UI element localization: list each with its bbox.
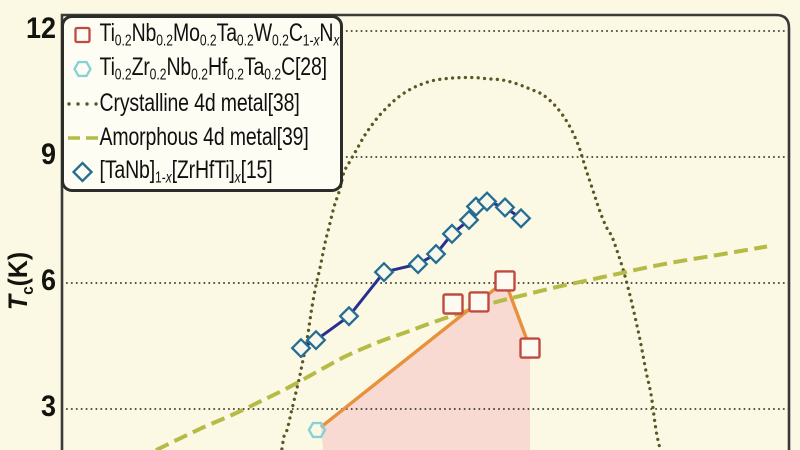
square-marker <box>519 337 541 359</box>
square-marker <box>494 270 516 292</box>
legend-entry-3: Crystalline 4d metal[38] <box>67 86 340 120</box>
legend-label-4: Amorphous 4d metal[39] <box>98 125 309 150</box>
legend-label-segment: 0.2 <box>264 66 282 84</box>
legend-label-segment: N <box>319 19 334 48</box>
series-amorphous-4d-metal <box>155 244 768 450</box>
series-markers-tanb-zrhfti <box>290 191 532 359</box>
legend-label-segment: Crystalline 4d metal[38] <box>99 89 300 117</box>
legend-entry-1: Ti0.2Nb0.2Mo0.2Ta0.2W0.2C1-xNx <box>67 18 340 52</box>
y-axis-label-segment: T <box>3 294 34 311</box>
plot-frame <box>60 13 791 450</box>
legend-label-segment: Zr <box>131 53 150 82</box>
legend-label-segment: Nb <box>166 53 192 82</box>
legend-label-segment: Nb <box>131 19 157 48</box>
legend-label-segment: 0.2 <box>272 32 289 50</box>
legend-label-segment: W <box>253 19 273 48</box>
legend-diamond-marker <box>71 161 94 183</box>
diamond-marker <box>458 209 480 231</box>
legend-label-5: [TaNb]1-x[ZrHfTi]x[15] <box>98 155 273 187</box>
y-tick-6: 6 <box>40 263 56 297</box>
legend-label-segment: 0.2 <box>227 66 244 84</box>
legend-label-3: Crystalline 4d metal[38] <box>98 91 300 116</box>
legend-label-segment: 0.2 <box>236 32 254 50</box>
legend-dotted-line-sample <box>67 101 98 106</box>
legend-label-segment: 1- <box>154 169 166 187</box>
legend-label-segment: Hf <box>207 53 228 82</box>
legend-label-segment: Mo <box>173 19 200 48</box>
legend-label-segment: x <box>165 169 172 187</box>
diamond-marker <box>476 191 498 212</box>
legend-label-segment: Amorphous 4d metal[39] <box>99 123 309 152</box>
series-crystalline-4d-metal <box>280 75 662 450</box>
legend-label-segment: 0.2 <box>149 66 167 84</box>
diamond-marker <box>425 243 447 265</box>
legend-entry-2: Ti0.2Zr0.2Nb0.2Hf0.2Ta0.2C[28] <box>67 52 340 86</box>
legend-label-segment: 0.2 <box>114 66 132 84</box>
legend-label-segment: Ta <box>243 53 265 82</box>
legend-entry-5: [TaNb]1-x[ZrHfTi]x[15] <box>67 155 340 189</box>
legend-label-segment: Ti <box>99 53 115 82</box>
legend-label-segment: x <box>333 32 340 50</box>
y-tick-12: 12 <box>25 11 56 45</box>
diamond-marker <box>305 329 327 351</box>
legend-label-segment: 1- <box>302 32 314 50</box>
legend-box: Ti0.2Nb0.2Mo0.2Ta0.2W0.2C1-xNx Ti0.2Zr0.2… <box>61 15 343 192</box>
y-tick-3: 3 <box>40 389 56 423</box>
diamond-marker <box>494 196 516 218</box>
diamond-marker <box>441 223 463 245</box>
legend-label-segment: x <box>313 32 320 50</box>
diamond-marker <box>407 253 429 275</box>
y-tick-9: 9 <box>40 137 56 171</box>
diamond-marker <box>373 261 395 283</box>
series-markers-ti-nb-mo-ta-w-carbonitride <box>442 270 541 359</box>
diamond-marker <box>338 305 360 327</box>
legend-hexagon-marker-shape <box>73 61 92 78</box>
diamond-marker <box>510 207 532 229</box>
legend-label-segment: Ti <box>99 19 115 48</box>
legend-label-segment: C[28] <box>281 53 327 82</box>
legend-label-segment: x <box>234 169 241 187</box>
legend-label-segment: 0.2 <box>199 32 217 50</box>
legend-label-segment: [15] <box>240 155 273 184</box>
square-marker <box>442 293 464 315</box>
legend-label-1: Ti0.2Nb0.2Mo0.2Ta0.2W0.2C1-xNx <box>98 19 340 50</box>
legend-dashed-line-sample <box>68 135 98 140</box>
legend-square-marker-shape <box>74 26 91 44</box>
legend-square-marker <box>74 26 91 44</box>
legend-label-2: Ti0.2Zr0.2Nb0.2Hf0.2Ta0.2C[28] <box>98 53 328 84</box>
legend-label-segment: Ta <box>216 19 237 48</box>
legend-label-segment: 0.2 <box>156 32 174 50</box>
square-marker <box>468 291 490 313</box>
shaded-region <box>321 280 530 450</box>
legend-label-segment: C <box>288 19 303 48</box>
legend-label-segment: [ZrHfTi] <box>171 155 235 184</box>
legend-label-segment: 0.2 <box>114 32 132 50</box>
series-markers-ti-zr-nb-hf-ta-carbide <box>307 421 327 439</box>
legend-entry-4: Amorphous 4d metal[39] <box>67 121 340 155</box>
legend-diamond-marker-shape <box>71 161 94 183</box>
legend-label-segment: 0.2 <box>191 66 208 84</box>
legend-hexagon-marker <box>73 61 92 78</box>
legend-label-segment: [TaNb] <box>99 155 156 184</box>
diamond-marker <box>290 337 312 359</box>
hexagon-marker <box>307 421 327 439</box>
